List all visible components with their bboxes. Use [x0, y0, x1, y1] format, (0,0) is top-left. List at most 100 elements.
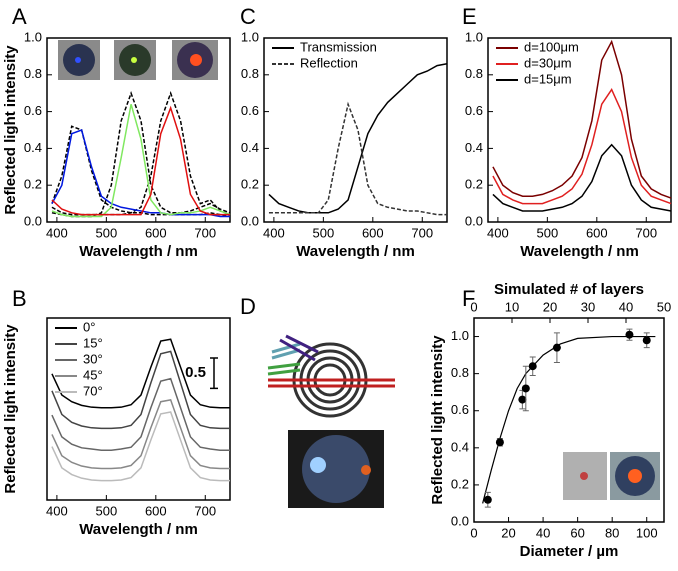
x-tick-label: 100 — [636, 525, 658, 540]
x-tick-label: 700 — [635, 225, 657, 240]
y-tick-label: 0.0 — [465, 213, 483, 228]
y-tick-label: 0.2 — [465, 177, 483, 192]
series-line — [51, 129, 230, 218]
y-tick-label: 0.4 — [451, 439, 469, 454]
insets-f — [563, 452, 660, 500]
x2-tick-label: 20 — [543, 299, 557, 314]
x-tick-label: 700 — [194, 225, 216, 240]
point — [483, 495, 492, 504]
scale-bar — [210, 357, 218, 390]
x-tick-label: 600 — [586, 225, 608, 240]
y-tick-label: 1.0 — [24, 29, 42, 44]
x-tick-label: 400 — [46, 503, 68, 518]
diagram-d — [267, 334, 395, 508]
y-tick-label: 0.4 — [24, 140, 42, 155]
x-axis-label: Wavelength / nm — [296, 243, 415, 260]
x-axis-label: Wavelength / nm — [79, 243, 198, 260]
legend-label: 15° — [83, 335, 103, 350]
x2-tick-label: 30 — [581, 299, 595, 314]
y-tick-label: 0.4 — [465, 140, 483, 155]
series-line — [51, 104, 231, 218]
series-line — [492, 39, 672, 199]
x-tick-label: 80 — [605, 525, 619, 540]
series-line — [51, 90, 231, 216]
point — [552, 343, 561, 352]
series-line — [51, 377, 230, 452]
legend-label: 30° — [83, 351, 103, 366]
y-axis-label: Reflected light intensity — [2, 324, 19, 494]
plot-frame — [46, 317, 231, 501]
y-axis-label: Reflected light intensity — [429, 335, 446, 505]
legend-label: d=15μm — [524, 71, 572, 86]
x-tick-label: 500 — [95, 225, 117, 240]
point — [528, 362, 537, 371]
x-tick-label: 40 — [536, 525, 550, 540]
y-tick-label: 0.0 — [241, 213, 259, 228]
legend-label: Transmission — [300, 39, 377, 54]
x-axis-label: Wavelength / nm — [79, 521, 198, 538]
legend-label: 0° — [83, 319, 95, 334]
series-line — [268, 63, 448, 214]
y-tick-label: 0.2 — [24, 177, 42, 192]
x-tick-label: 500 — [312, 225, 334, 240]
panel-label: D — [240, 294, 256, 319]
x-tick-label: 500 — [95, 503, 117, 518]
y-tick-label: 1.0 — [465, 29, 483, 44]
y-tick-label: 0.8 — [451, 365, 469, 380]
plot-frame — [473, 317, 665, 523]
x2-tick-label: 50 — [657, 299, 671, 314]
series-line — [51, 399, 230, 470]
x-tick-label: 400 — [487, 225, 509, 240]
x2-axis-label: Simulated # of layers — [494, 281, 644, 298]
x-tick-label: 400 — [263, 225, 285, 240]
x-tick-label: 400 — [46, 225, 68, 240]
series-line — [268, 101, 447, 216]
legend-label: Reflection — [300, 55, 358, 70]
y-tick-label: 0.0 — [24, 213, 42, 228]
y-tick-label: 0.0 — [451, 513, 469, 528]
x-tick-label: 600 — [145, 503, 167, 518]
series-line — [51, 338, 230, 409]
series-line — [51, 411, 230, 482]
x-axis-label: Wavelength / nm — [520, 243, 639, 260]
y-tick-label: 0.8 — [241, 66, 259, 81]
x-axis-label: Diameter / µm — [520, 543, 619, 560]
x-tick-label: 600 — [362, 225, 384, 240]
y-tick-label: 0.6 — [24, 103, 42, 118]
point — [518, 395, 527, 404]
series-line — [51, 90, 231, 218]
panel-label: E — [462, 4, 477, 29]
legend-label: d=100μm — [524, 39, 579, 54]
y-tick-label: 0.2 — [241, 177, 259, 192]
point — [521, 384, 530, 393]
x2-tick-label: 0 — [470, 299, 477, 314]
series-line — [51, 105, 230, 216]
x-tick-label: 600 — [145, 225, 167, 240]
series-line — [492, 143, 672, 212]
x-tick-label: 700 — [194, 503, 216, 518]
legend-label: 45° — [83, 367, 103, 382]
plot-frame — [263, 37, 448, 223]
y-axis-label: Reflected light intensity — [2, 45, 19, 215]
scale-bar-label: 0.5 — [185, 364, 206, 381]
x-tick-label: 20 — [501, 525, 515, 540]
x-tick-label: 500 — [536, 225, 558, 240]
plot-frame — [46, 37, 231, 223]
insets-a — [58, 40, 218, 80]
point — [625, 330, 634, 339]
y-tick-label: 0.6 — [451, 402, 469, 417]
point — [495, 438, 504, 447]
x2-tick-label: 40 — [619, 299, 633, 314]
series-line — [492, 87, 672, 205]
series-line — [51, 350, 230, 430]
panel-label: A — [12, 4, 27, 29]
panel-label: C — [240, 4, 256, 29]
y-tick-label: 1.0 — [451, 328, 469, 343]
x-tick-label: 700 — [411, 225, 433, 240]
plot-frame — [487, 37, 672, 223]
y-tick-label: 0.6 — [465, 103, 483, 118]
x-tick-label: 0 — [470, 525, 477, 540]
y-tick-label: 0.2 — [451, 476, 469, 491]
panel-label: F — [462, 286, 475, 311]
